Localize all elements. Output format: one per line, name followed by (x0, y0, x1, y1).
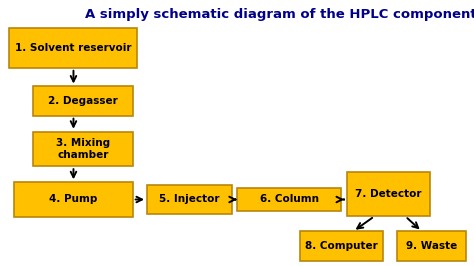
FancyBboxPatch shape (33, 132, 133, 166)
Text: 4. Pump: 4. Pump (49, 194, 98, 205)
FancyBboxPatch shape (300, 231, 383, 261)
FancyBboxPatch shape (347, 172, 430, 216)
Text: A simply schematic diagram of the HPLC components: A simply schematic diagram of the HPLC c… (85, 8, 474, 21)
FancyBboxPatch shape (237, 188, 341, 211)
Text: 6. Column: 6. Column (260, 194, 319, 205)
Text: 1. Solvent reservoir: 1. Solvent reservoir (15, 43, 132, 53)
Text: 2. Degasser: 2. Degasser (48, 96, 118, 106)
Text: 3. Mixing
chamber: 3. Mixing chamber (56, 138, 110, 160)
FancyBboxPatch shape (397, 231, 465, 261)
Text: 7. Detector: 7. Detector (356, 189, 422, 199)
Text: 8. Computer: 8. Computer (305, 241, 378, 251)
Text: 9. Waste: 9. Waste (406, 241, 457, 251)
FancyBboxPatch shape (147, 185, 232, 214)
FancyBboxPatch shape (33, 86, 133, 116)
Text: 5. Injector: 5. Injector (159, 194, 220, 205)
FancyBboxPatch shape (14, 182, 133, 217)
FancyBboxPatch shape (9, 28, 137, 68)
